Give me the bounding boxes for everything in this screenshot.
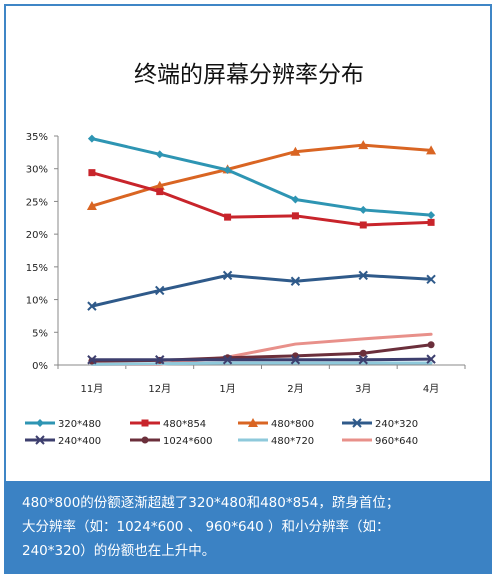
point-480x854 <box>88 169 96 177</box>
legend-swatch-marker <box>35 435 45 445</box>
series-480x720 <box>90 361 433 366</box>
series-240x320 <box>87 270 436 311</box>
chart-title: 终端的屏幕分辨率分布 <box>134 62 364 88</box>
caption-line-2: 大分辨率（如：1024*600 、 960*640 ）和小分辨率（如： <box>22 519 390 535</box>
legend-item-320x480: 320*480 <box>25 419 101 430</box>
series-320x480 <box>87 134 436 220</box>
legend-item-240x400: 240*400 <box>25 435 101 447</box>
point-240x400-stroke <box>290 355 301 365</box>
y-tick-label: 10% <box>26 296 48 307</box>
legend-swatch-marker <box>248 418 258 427</box>
series-line-480x800 <box>90 143 433 208</box>
y-tick-label: 30% <box>26 165 48 176</box>
y-tick-label: 5% <box>32 328 48 339</box>
legend-item-240x320: 240*320 <box>342 418 418 430</box>
chart-frame <box>4 4 492 574</box>
y-tick-label: 15% <box>26 263 48 274</box>
point-320x480 <box>87 134 96 143</box>
point-480x800 <box>154 180 165 190</box>
legend-label: 240*320 <box>375 419 418 430</box>
point-240x320-stroke <box>87 301 97 311</box>
series-line-480x854 <box>90 171 433 227</box>
point-240x400 <box>222 355 233 365</box>
legend-swatch-marker <box>36 419 44 427</box>
point-240x320-stroke <box>155 285 165 296</box>
x-tick-label: 1月 <box>219 383 235 395</box>
point-320x480 <box>359 205 368 214</box>
legend-item-1024x600: 1024*600 <box>130 436 213 447</box>
legend-item-480x720: 480*720 <box>238 436 314 447</box>
point-240x400-stroke <box>426 354 436 364</box>
y-tick-label: 25% <box>26 197 48 208</box>
point-240x400-stroke <box>87 355 97 365</box>
y-tick-label: 35% <box>26 132 48 143</box>
legend-label: 320*480 <box>58 419 101 430</box>
caption-line-1: 480*800的份额逐渐超越了320*480和480*854，跻身首位； <box>22 495 400 511</box>
series-240x400 <box>87 354 436 365</box>
x-tick-label: 11月 <box>81 383 104 395</box>
point-480x854 <box>359 221 367 229</box>
point-240x400-stroke <box>155 355 165 365</box>
point-240x320-stroke <box>290 276 301 286</box>
series-line-240x320 <box>90 273 433 308</box>
x-tick-label: 12月 <box>148 383 171 395</box>
point-240x400 <box>155 355 165 365</box>
point-480x854 <box>224 213 232 221</box>
point-240x400-stroke <box>358 355 368 365</box>
point-480x800 <box>358 140 369 150</box>
series-line-240x400 <box>90 357 433 362</box>
legend-swatch-marker <box>141 436 149 444</box>
point-240x320 <box>222 270 233 281</box>
point-240x320 <box>87 301 97 311</box>
point-240x400-stroke <box>222 355 233 365</box>
point-240x320 <box>426 274 436 284</box>
point-240x320-stroke <box>222 270 233 281</box>
point-480x854 <box>427 218 435 226</box>
point-480x800 <box>290 146 301 156</box>
legend-swatch-marker <box>141 419 149 427</box>
legend-item-480x800: 480*800 <box>238 418 314 430</box>
legend-label: 480*800 <box>271 419 314 430</box>
x-tick-label: 3月 <box>355 383 371 395</box>
legend-item-480x854: 480*854 <box>130 419 206 430</box>
point-240x400 <box>87 355 97 365</box>
x-tick-label: 2月 <box>287 383 303 395</box>
point-320x480 <box>155 150 164 159</box>
point-480x854 <box>156 188 164 196</box>
legend-swatch-marker-stroke <box>35 435 45 445</box>
point-240x320-stroke <box>426 274 436 284</box>
point-320x480 <box>223 166 232 175</box>
series-line-480x720 <box>90 361 433 366</box>
point-1024x600 <box>427 341 435 349</box>
point-240x320 <box>155 285 165 296</box>
summary-caption: 480*800的份额逐渐超越了320*480和480*854，跻身首位； 大分辨… <box>4 481 492 574</box>
point-480x800 <box>86 201 97 211</box>
series-line-320x480 <box>90 137 433 217</box>
legend-label: 1024*600 <box>163 436 213 447</box>
point-480x800 <box>426 145 437 155</box>
series-480x854 <box>88 169 435 229</box>
y-tick-label: 20% <box>26 230 48 241</box>
point-240x400 <box>426 354 436 364</box>
point-1024x600 <box>359 349 367 357</box>
legend-label: 480*720 <box>271 436 314 447</box>
point-240x400 <box>358 355 368 365</box>
point-240x320-stroke <box>358 270 368 281</box>
legend-item-960x640: 960*640 <box>342 436 418 447</box>
legend-label: 240*400 <box>58 436 101 447</box>
y-tick-label: 0% <box>32 361 48 372</box>
point-480x854 <box>291 212 299 220</box>
legend-swatch-marker-stroke <box>352 418 362 428</box>
point-240x400 <box>290 355 301 365</box>
point-320x480 <box>291 195 300 204</box>
legend-label: 480*854 <box>163 419 206 430</box>
caption-line-3: 240*320）的份额也在上升中。 <box>22 543 216 559</box>
line-chart: 终端的屏幕分辨率分布 0% 5% 10% 15% 20% 25% 30% 35% 11月 12月 1月… <box>25 62 466 447</box>
point-240x320 <box>290 276 301 286</box>
point-320x480 <box>427 211 436 220</box>
point-240x320 <box>358 270 368 281</box>
legend-label: 960*640 <box>375 436 418 447</box>
x-tick-label: 4月 <box>423 383 439 395</box>
legend-swatch-marker <box>352 418 362 428</box>
